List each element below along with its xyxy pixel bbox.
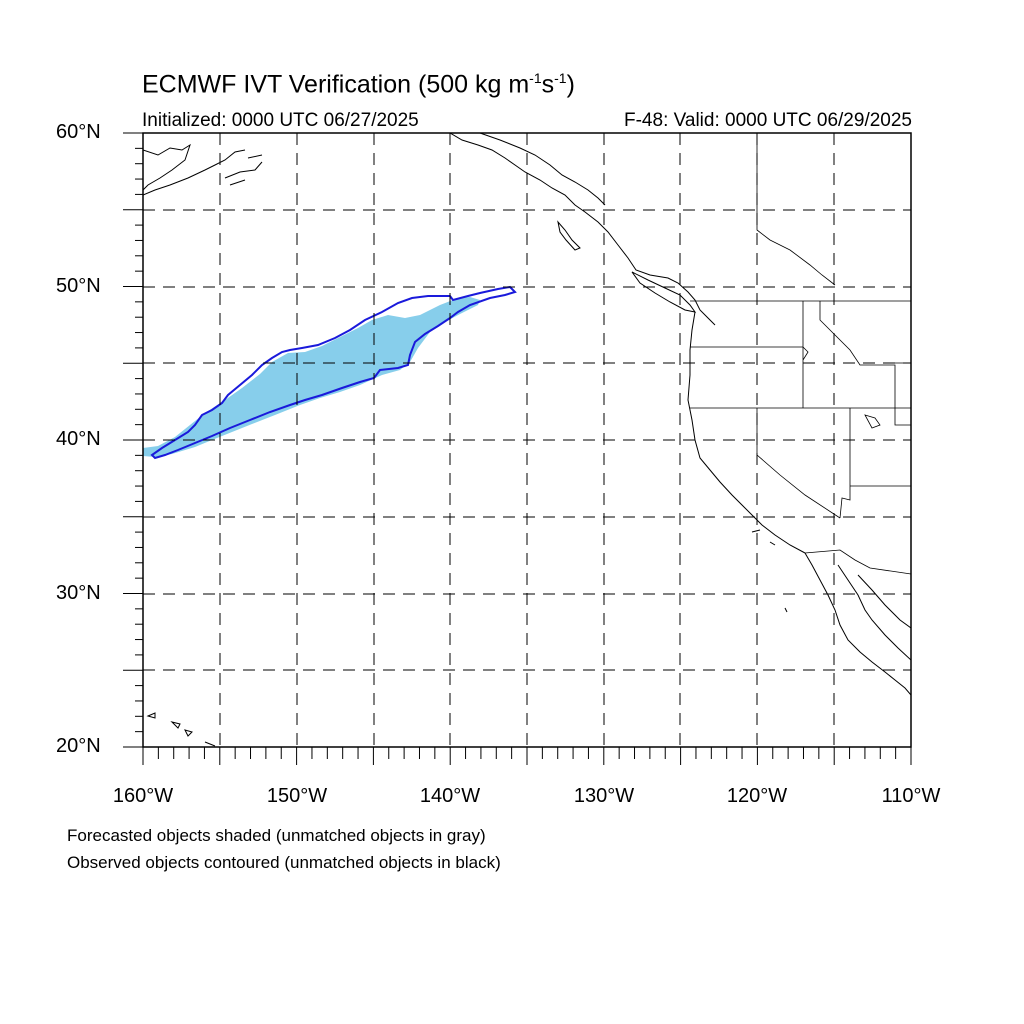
coastline-channel-islands <box>751 529 788 613</box>
coastline-alaska-islands <box>224 154 263 186</box>
lon-label-160w: 160°W <box>112 785 174 807</box>
forecast-ivt-object <box>143 297 480 457</box>
lat-label-60n: 60°N <box>56 121 101 143</box>
coastline-alaska-west <box>143 143 246 196</box>
caption-observed: Observed objects contoured (unmatched ob… <box>67 853 501 872</box>
coastline-alaska-panhandle <box>479 133 606 206</box>
coastline-gulf-of-alaska <box>449 133 716 326</box>
coastline-us-west <box>687 311 806 554</box>
coastline-vancouver-island <box>631 271 697 313</box>
valid-time: F-48: Valid: 0000 UTC 06/29/2025 <box>624 110 912 131</box>
axis-ticks <box>123 132 912 765</box>
lat-label-50n: 50°N <box>56 275 101 297</box>
initialized-time: Initialized: 0000 UTC 06/27/2025 <box>142 110 419 131</box>
coastline-mexico-mainland <box>857 574 911 629</box>
lat-label-30n: 30°N <box>56 582 101 604</box>
political-boundaries <box>690 133 911 575</box>
lon-label-140w: 140°W <box>419 785 481 807</box>
map-gridlines <box>143 133 911 747</box>
lon-label-120w: 120°W <box>726 785 788 807</box>
lat-label-20n: 20°N <box>56 735 101 757</box>
lon-label-130w: 130°W <box>573 785 635 807</box>
page-title: ECMWF IVT Verification (500 kg m-1s-1) <box>142 70 575 99</box>
lat-label-40n: 40°N <box>56 428 101 450</box>
coastline-gulf-of-california <box>837 564 911 661</box>
lon-label-110w: 110°W <box>881 785 941 807</box>
caption-forecast: Forecasted objects shaded (unmatched obj… <box>67 826 486 845</box>
coastline-hawaii <box>146 712 216 747</box>
coastline-baja <box>804 552 911 696</box>
lon-label-150w: 150°W <box>266 785 328 807</box>
lake-features <box>864 414 881 429</box>
coastline-haida-gwaii <box>557 220 581 251</box>
